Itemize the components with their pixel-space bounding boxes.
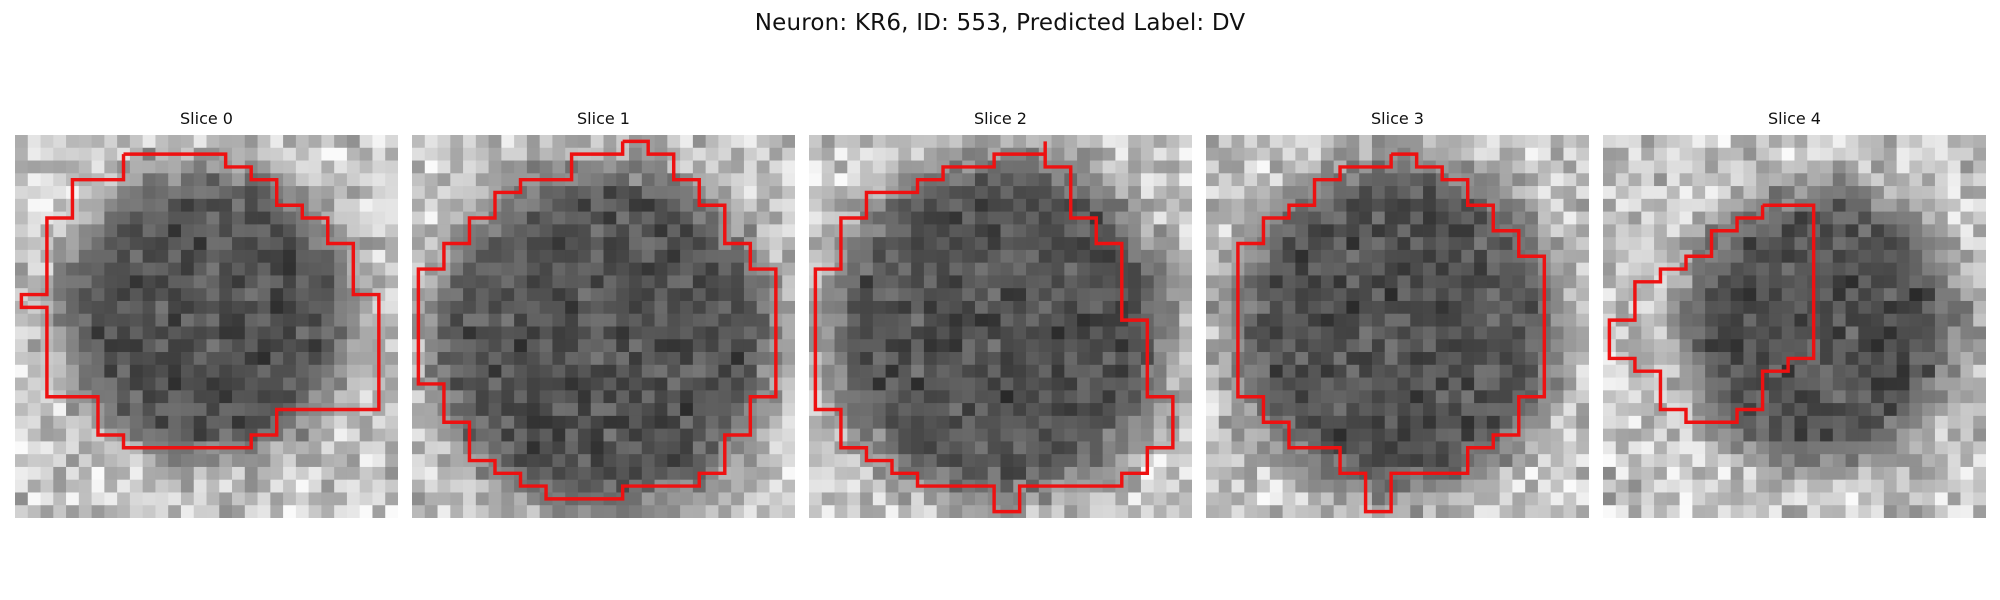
slice-image [412,135,795,518]
slice-image [1603,135,1986,518]
slice-image [1206,135,1589,518]
roi-contour [1236,152,1547,514]
figure-title: Neuron: KR6, ID: 553, Predicted Label: D… [754,10,1246,36]
roi-contour [416,139,778,501]
slice-title: Slice 1 [577,109,630,128]
slice-image [15,135,398,518]
roi-contour [1607,203,1816,424]
roi-contour [19,152,381,450]
slice-title: Slice 4 [1768,109,1821,128]
slice-title: Slice 3 [1371,109,1424,128]
slice-image [809,135,1192,518]
slice-title: Slice 0 [180,109,233,128]
slice-title: Slice 2 [974,109,1027,128]
roi-contour [813,141,1175,514]
